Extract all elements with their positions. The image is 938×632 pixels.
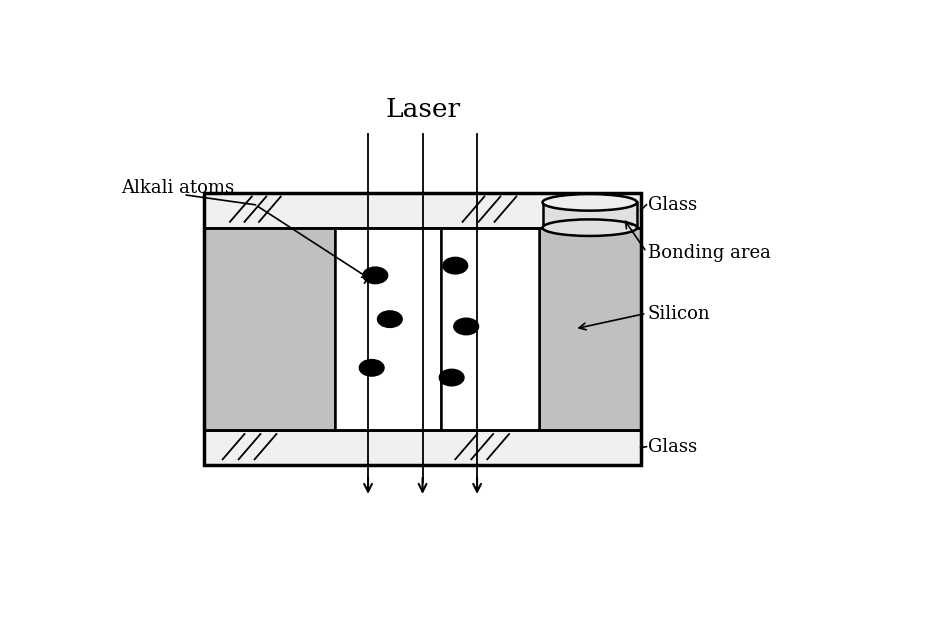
Text: Silicon: Silicon	[648, 305, 711, 324]
Text: Glass: Glass	[648, 437, 697, 456]
Bar	[539, 228, 641, 430]
Bar	[204, 430, 641, 465]
Circle shape	[439, 369, 464, 386]
Text: Glass: Glass	[648, 196, 697, 214]
Text: Bonding area: Bonding area	[648, 245, 771, 262]
Ellipse shape	[542, 194, 637, 210]
Text: Alkali atoms: Alkali atoms	[121, 179, 234, 197]
Bar	[542, 202, 637, 228]
Text: Laser: Laser	[385, 97, 461, 123]
Circle shape	[454, 318, 478, 335]
Bar	[204, 228, 336, 430]
Circle shape	[443, 257, 468, 274]
Circle shape	[359, 360, 384, 376]
Bar	[204, 193, 641, 465]
Bar	[336, 228, 441, 430]
Bar	[204, 193, 641, 228]
Circle shape	[363, 267, 387, 284]
Ellipse shape	[542, 219, 637, 236]
Bar	[441, 228, 539, 430]
Circle shape	[377, 311, 402, 327]
